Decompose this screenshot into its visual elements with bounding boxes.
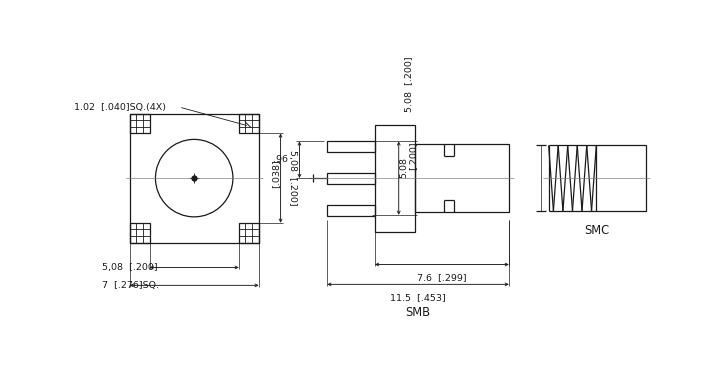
Text: SMB: SMB — [405, 306, 430, 319]
Bar — [596, 145, 646, 211]
Bar — [327, 205, 375, 216]
Text: SMC: SMC — [585, 224, 610, 237]
Bar — [415, 144, 509, 212]
Text: 5.08: 5.08 — [399, 157, 408, 178]
Bar — [130, 223, 150, 243]
Bar — [239, 223, 258, 243]
Text: .96: .96 — [272, 155, 287, 164]
Bar — [327, 173, 375, 184]
Bar — [375, 124, 415, 232]
Bar — [130, 113, 258, 243]
Text: 11.5  [.453]: 11.5 [.453] — [390, 293, 446, 302]
Text: 5,08  [.200]: 5,08 [.200] — [288, 150, 297, 206]
Bar — [130, 113, 150, 133]
Text: 1.02  [.040]SQ.(4X): 1.02 [.040]SQ.(4X) — [74, 103, 166, 112]
Text: [.200]: [.200] — [408, 142, 417, 170]
Bar — [327, 142, 375, 152]
Text: 7  [.276]SQ.: 7 [.276]SQ. — [102, 281, 159, 290]
Bar — [239, 113, 258, 133]
Text: [.038]: [.038] — [271, 159, 280, 188]
Text: 5.08  [.200]: 5.08 [.200] — [404, 56, 413, 112]
Text: 7.6  [.299]: 7.6 [.299] — [417, 273, 467, 282]
Text: 5,08  [.200]: 5,08 [.200] — [102, 263, 158, 272]
